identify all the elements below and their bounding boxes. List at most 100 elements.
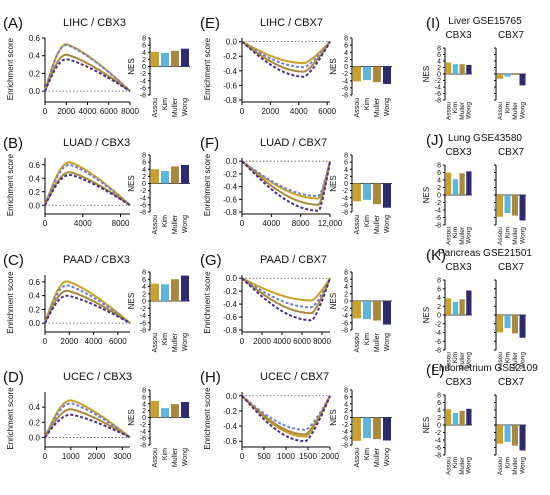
bar-assou: [446, 172, 452, 195]
nes-y-tick-label: -4: [140, 78, 146, 85]
bar-kim: [504, 74, 511, 77]
nes-y-label: NES: [127, 58, 136, 74]
nes-category-label: Kim: [364, 333, 371, 345]
group-label: CBX7: [498, 30, 525, 41]
nes-y-tick-label: 8: [344, 270, 348, 277]
bar-wong: [466, 171, 472, 195]
nes-y-label: NES: [127, 293, 136, 309]
nes-category-label: Assou: [354, 98, 361, 118]
nes-y-label: NES: [329, 175, 338, 191]
x-tick-label: 1000: [277, 452, 295, 461]
nes-category-label: Kim: [364, 448, 371, 460]
x-tick-label: 4000: [273, 337, 291, 346]
y-axis-label: Enrichment score: [203, 153, 212, 216]
gsea-panel-d: (D) UCEC / CBX3 Enrichment score 0.4 0.2 0.0 0…: [3, 369, 132, 461]
bar-category-label: Assou: [445, 457, 452, 475]
y-tick-label: -0.6: [223, 313, 237, 322]
chart-title: LIHC / CBX7: [260, 17, 323, 29]
y-axis-label: Enrichment score: [6, 37, 15, 100]
panel-letter: (H): [200, 369, 221, 386]
series-line-muller: [241, 40, 331, 73]
group-label: CBX7: [498, 147, 525, 158]
nes-bar-muller: [373, 301, 381, 321]
y-tick-label: -0.2: [223, 52, 237, 61]
bar-y-label: NES: [422, 187, 431, 203]
nes-y-tick-label: 6: [344, 43, 348, 50]
nes-bar-muller: [171, 166, 179, 184]
series-line-wong: [44, 58, 131, 92]
bar-category-label: Muller: [512, 226, 519, 245]
bar-category-label: Assou: [497, 102, 504, 120]
series-line-kim: [241, 395, 331, 431]
nes-y-tick-label: -6: [140, 320, 146, 327]
bar-wong: [466, 64, 472, 74]
series-line-kim: [241, 277, 331, 309]
bar-category-label: Wong: [519, 102, 526, 119]
bar-y-tick-label: 0: [437, 193, 441, 200]
y-tick-label: -0.2: [223, 407, 237, 416]
y-tick-label: 0.0: [226, 392, 238, 401]
y-axis-label: Enrichment score: [6, 387, 15, 450]
group-label: CBX7: [498, 377, 525, 388]
bar-wong: [519, 74, 526, 86]
bar-category-label: Assou: [445, 227, 452, 245]
series-line-kim: [44, 44, 131, 92]
nes-y-tick-label: -2: [140, 71, 146, 78]
y-tick-label: -0.4: [223, 300, 237, 309]
nes-y-tick-label: -6: [342, 320, 348, 327]
bar-y-tick-label: 2: [437, 415, 441, 422]
series-line-muller: [44, 289, 131, 324]
nes-bar-kim: [161, 171, 169, 184]
bar-y-tick-label: 8: [437, 163, 441, 170]
bar-category-label: Wong: [466, 352, 473, 369]
bar-category-label: Assou: [445, 102, 452, 120]
series-line-wong: [44, 173, 131, 207]
x-tick-label: 6000: [293, 337, 311, 346]
panel-letter: (F): [200, 135, 219, 152]
y-tick-label: 0.0: [29, 87, 41, 96]
nes-category-label: Kim: [162, 448, 169, 460]
bar-y-tick-label: -4: [435, 208, 441, 215]
nes-y-tick-label: 2: [344, 291, 348, 298]
bar-assou: [446, 409, 452, 425]
y-tick-label: 0.4: [29, 174, 41, 183]
x-tick-label: 0: [43, 107, 48, 116]
nes-y-tick-label: -2: [342, 422, 348, 429]
series-line-kim: [44, 402, 131, 439]
bar-y-tick-label: -6: [435, 445, 441, 452]
nes-bar-muller: [171, 279, 179, 301]
y-tick-label: -0.2: [223, 287, 237, 296]
series-line-kim: [241, 40, 331, 69]
nes-y-tick-label: -8: [140, 210, 146, 217]
x-tick-label: 4000: [74, 219, 92, 228]
nes-category-label: Assou: [354, 333, 361, 353]
bar-y-tick-label: 6: [437, 170, 441, 177]
bar-assou: [497, 425, 503, 444]
y-tick-label: -0.8: [223, 208, 237, 217]
x-tick-label: 6000: [318, 107, 336, 116]
series-line-wong: [241, 395, 331, 443]
bar-category-label: Wong: [466, 227, 473, 244]
nes-y-tick-label: 2: [344, 408, 348, 415]
bar-category-label: Kim: [452, 352, 459, 363]
bar-category-label: Muller: [459, 226, 466, 245]
nes-category-label: Wong: [384, 448, 391, 466]
panel-letter: (E): [200, 15, 220, 32]
nes-y-tick-label: -4: [140, 195, 146, 202]
bar-category-label: Assou: [497, 227, 504, 245]
bar-y-tick-label: 4: [437, 295, 441, 302]
bar-y-tick-label: -6: [435, 215, 441, 222]
y-axis-label: Enrichment score: [6, 153, 15, 216]
nes-y-tick-label: -2: [140, 188, 146, 195]
nes-y-tick-label: 6: [344, 394, 348, 401]
bar-wong: [519, 315, 526, 338]
x-tick-label: 4000: [290, 107, 308, 116]
x-tick-label: 6000: [109, 337, 127, 346]
y-axis-label: Enrichment score: [203, 387, 212, 450]
nes-category-label: Kim: [364, 215, 371, 227]
chart-title: LIHC / CBX3: [63, 17, 126, 29]
bar-muller: [512, 195, 518, 216]
